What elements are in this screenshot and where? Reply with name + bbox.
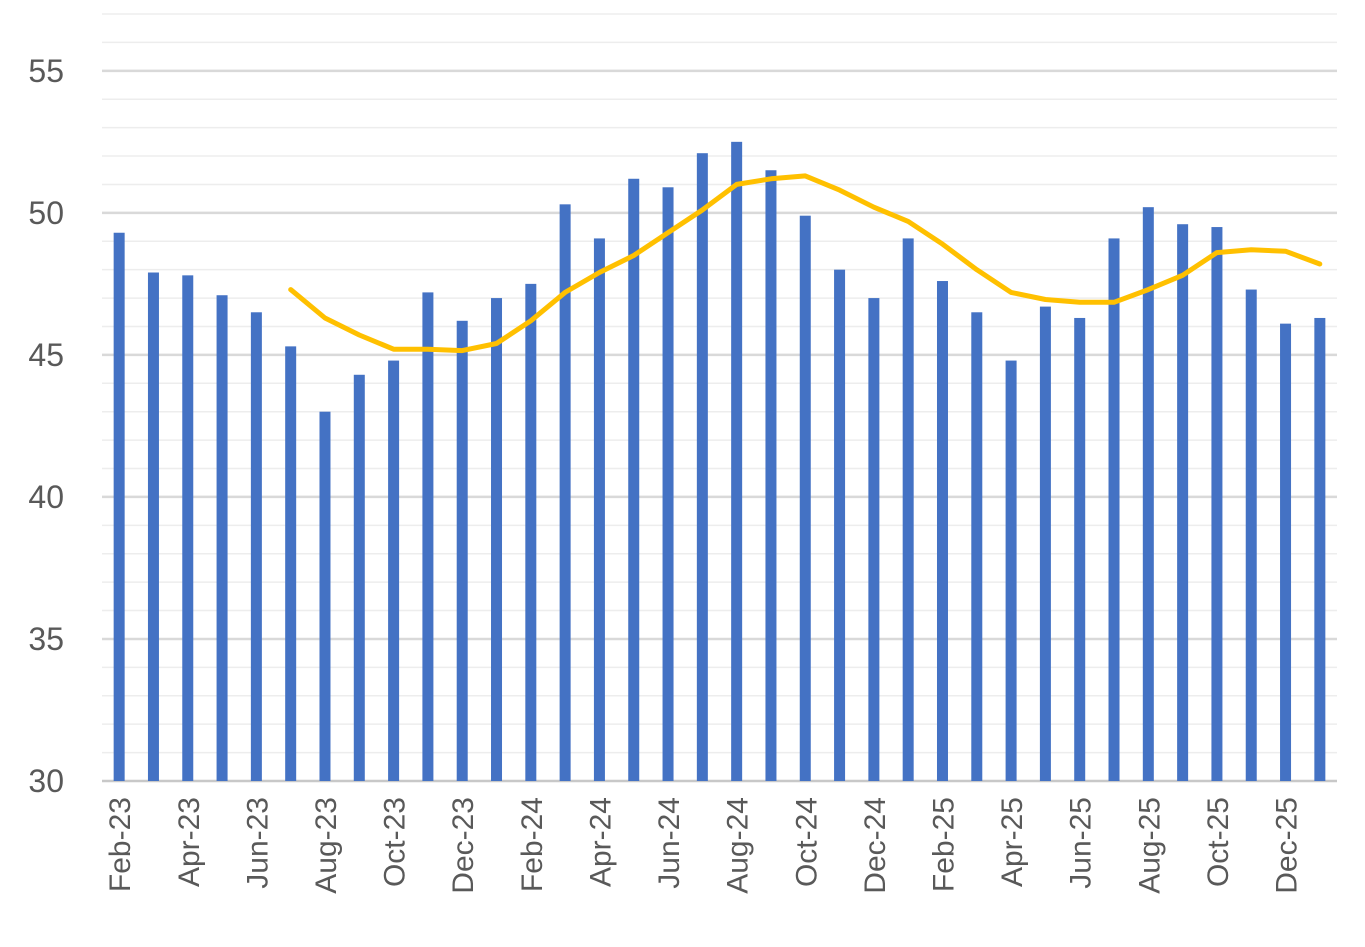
bar (559, 204, 571, 781)
bar (902, 238, 914, 781)
bar (1314, 317, 1326, 781)
bar (388, 360, 400, 781)
bar (147, 272, 159, 781)
bar (491, 298, 503, 781)
bar (353, 374, 365, 781)
bar (182, 275, 194, 781)
bar (113, 232, 125, 781)
x-tick-label: Apr-25 (996, 797, 1029, 887)
bar (1245, 289, 1257, 781)
x-tick-label: Dec-25 (1271, 797, 1304, 894)
x-tick-label: Feb-24 (516, 797, 549, 892)
x-axis-labels: Feb-23 Apr-23 Jun-23 Aug-23 Oct-23 Dec-23 Feb-… (104, 797, 1303, 894)
x-tick-label: Oct-25 (1202, 797, 1235, 887)
x-tick-label: Apr-23 (173, 797, 206, 887)
x-tick-label: Feb-23 (104, 797, 137, 892)
bar (250, 312, 262, 781)
bar (1280, 323, 1292, 781)
x-tick-label: Feb-25 (927, 797, 960, 892)
bar-series (113, 141, 1326, 782)
bar (1005, 360, 1017, 781)
bar (456, 320, 468, 781)
bar (765, 170, 777, 782)
bar (1039, 306, 1051, 781)
bar (285, 346, 297, 781)
bar (1142, 207, 1154, 782)
bar (662, 187, 674, 782)
line-series (288, 173, 1323, 354)
bar (1074, 317, 1086, 781)
bar (971, 312, 983, 781)
y-tick-label: 40 (28, 479, 64, 515)
major-gridlines (102, 69, 1337, 783)
bar (319, 411, 331, 781)
bar (834, 269, 846, 781)
bar (628, 178, 640, 782)
x-tick-label: Jun-24 (653, 797, 686, 889)
bar (216, 295, 228, 781)
x-tick-label: Apr-24 (584, 797, 617, 887)
bar (936, 281, 948, 781)
x-tick-label: Oct-23 (379, 797, 412, 887)
x-tick-label: Oct-24 (790, 797, 823, 887)
bar (1211, 227, 1223, 782)
y-tick-label: 35 (28, 621, 64, 657)
y-tick-label: 45 (28, 337, 64, 373)
x-tick-label: Jun-23 (241, 797, 274, 889)
x-tick-label: Dec-24 (859, 797, 892, 894)
series-line (288, 173, 1323, 354)
bar (868, 298, 880, 781)
bar (696, 153, 708, 781)
y-tick-label: 55 (28, 53, 64, 89)
y-tick-label: 30 (28, 763, 64, 799)
bar (799, 215, 811, 781)
x-tick-label: Dec-23 (447, 797, 480, 894)
bar (593, 238, 605, 781)
bar (731, 141, 743, 782)
bar (525, 283, 537, 781)
y-tick-label: 50 (28, 195, 64, 231)
x-tick-label: Aug-25 (1133, 797, 1166, 894)
y-axis-labels: 30 35 40 45 50 55 (28, 53, 64, 799)
x-tick-label: Aug-24 (722, 797, 755, 894)
x-tick-label: Aug-23 (310, 797, 343, 894)
bar (422, 292, 434, 781)
bar (1177, 224, 1189, 781)
x-tick-label: Jun-25 (1065, 797, 1098, 889)
bar (1108, 238, 1120, 781)
